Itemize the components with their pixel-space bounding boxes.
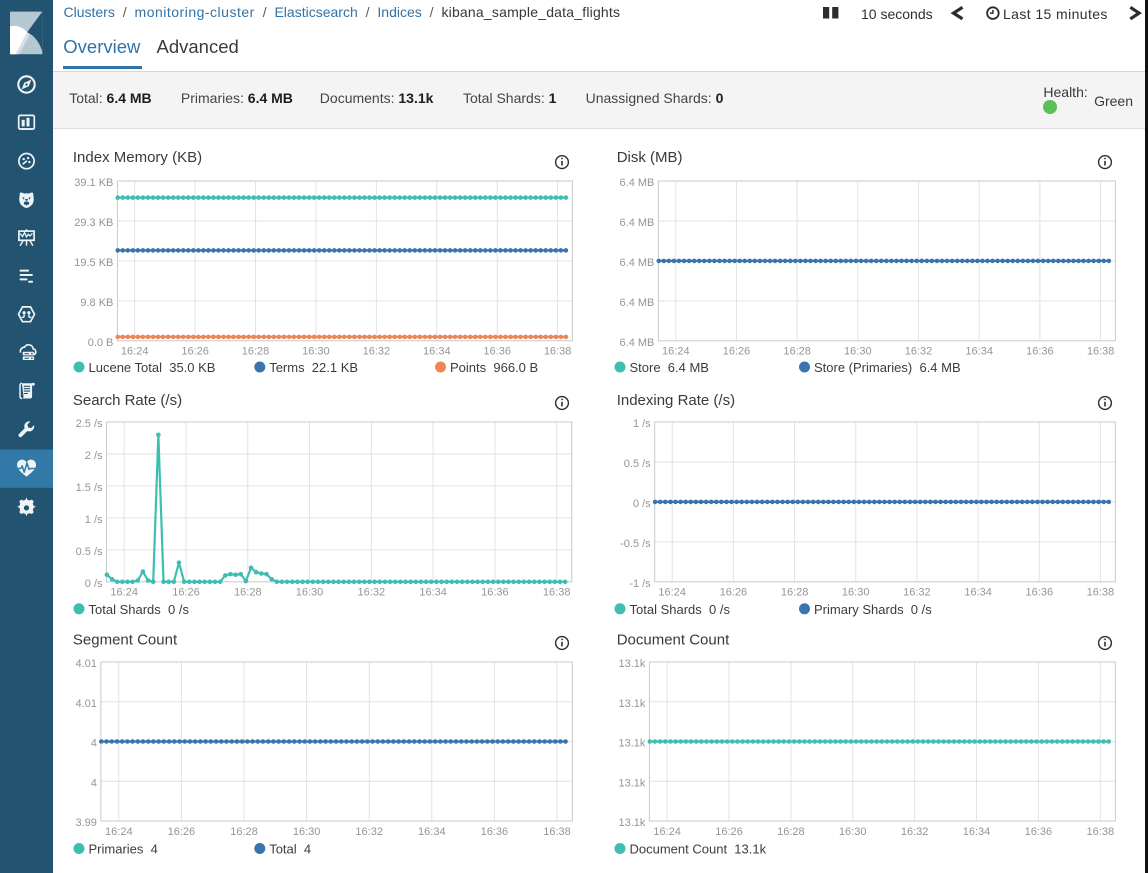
- svg-text:16:34: 16:34: [963, 826, 991, 838]
- svg-text:16:26: 16:26: [723, 345, 751, 357]
- svg-text:13.1k: 13.1k: [618, 817, 645, 829]
- svg-text:16:32: 16:32: [901, 826, 929, 838]
- svg-text:16:24: 16:24: [658, 586, 686, 598]
- svg-text:16:24: 16:24: [121, 345, 149, 357]
- svg-text:0.0 B: 0.0 B: [88, 337, 114, 349]
- svg-text:16:36: 16:36: [481, 586, 509, 598]
- svg-text:Document Count: Document Count: [617, 632, 730, 649]
- svg-text:16:32: 16:32: [358, 586, 386, 598]
- svg-text:16:30: 16:30: [293, 826, 321, 838]
- svg-text:16:28: 16:28: [234, 586, 262, 598]
- svg-text:16:24: 16:24: [110, 586, 138, 598]
- svg-text:Primaries 4: Primaries 4: [89, 842, 158, 857]
- svg-text:16:34: 16:34: [423, 345, 451, 357]
- svg-text:16:34: 16:34: [964, 586, 992, 598]
- svg-text:Total Shards 0 /s: Total Shards 0 /s: [89, 602, 190, 617]
- svg-text:16:28: 16:28: [781, 586, 809, 598]
- svg-text:3.99: 3.99: [75, 817, 96, 829]
- svg-text:13.1k: 13.1k: [618, 777, 645, 789]
- svg-text:6.4 MB: 6.4 MB: [620, 217, 655, 229]
- svg-text:16:26: 16:26: [168, 826, 196, 838]
- svg-text:16:36: 16:36: [1026, 586, 1054, 598]
- svg-text:0.5 /s: 0.5 /s: [76, 546, 103, 558]
- svg-text:16:36: 16:36: [481, 826, 509, 838]
- svg-text:Store (Primaries) 6.4 MB: Store (Primaries) 6.4 MB: [814, 360, 961, 375]
- svg-text:16:36: 16:36: [483, 345, 511, 357]
- svg-text:16:36: 16:36: [1025, 826, 1053, 838]
- svg-text:16:32: 16:32: [355, 826, 383, 838]
- svg-text:16:34: 16:34: [418, 826, 446, 838]
- svg-text:16:24: 16:24: [653, 826, 681, 838]
- svg-text:16:34: 16:34: [419, 586, 447, 598]
- svg-text:6.4 MB: 6.4 MB: [620, 177, 655, 189]
- svg-text:13.1k: 13.1k: [618, 738, 645, 750]
- svg-text:Disk (MB): Disk (MB): [617, 149, 683, 166]
- svg-text:16:36: 16:36: [1026, 345, 1054, 357]
- svg-text:4: 4: [91, 777, 97, 789]
- svg-text:-0.5 /s: -0.5 /s: [620, 538, 651, 550]
- svg-text:4: 4: [91, 738, 97, 750]
- svg-text:16:24: 16:24: [105, 826, 133, 838]
- svg-text:16:38: 16:38: [1087, 826, 1115, 838]
- svg-text:Segment Count: Segment Count: [73, 632, 178, 649]
- svg-text:16:34: 16:34: [965, 345, 993, 357]
- svg-text:19.5 KB: 19.5 KB: [74, 257, 113, 269]
- svg-text:16:28: 16:28: [783, 345, 811, 357]
- svg-text:2 /s: 2 /s: [85, 450, 103, 462]
- svg-text:16:38: 16:38: [544, 345, 572, 357]
- svg-text:Indexing Rate (/s): Indexing Rate (/s): [617, 392, 735, 409]
- svg-text:13.1k: 13.1k: [618, 658, 645, 670]
- svg-text:6.4 MB: 6.4 MB: [620, 257, 655, 269]
- svg-text:16:38: 16:38: [1087, 586, 1115, 598]
- svg-text:Primary Shards 0 /s: Primary Shards 0 /s: [814, 602, 932, 617]
- svg-text:1 /s: 1 /s: [85, 514, 103, 526]
- svg-text:16:26: 16:26: [720, 586, 748, 598]
- svg-text:29.3 KB: 29.3 KB: [74, 217, 113, 229]
- svg-text:16:28: 16:28: [777, 826, 805, 838]
- svg-text:16:30: 16:30: [839, 826, 867, 838]
- svg-text:16:38: 16:38: [543, 826, 571, 838]
- svg-text:0 /s: 0 /s: [85, 578, 103, 590]
- svg-text:Lucene Total 35.0 KB: Lucene Total 35.0 KB: [89, 360, 216, 375]
- svg-text:-1 /s: -1 /s: [629, 578, 651, 590]
- svg-text:16:30: 16:30: [302, 345, 330, 357]
- svg-text:0.5 /s: 0.5 /s: [624, 458, 651, 470]
- svg-text:4.01: 4.01: [75, 698, 96, 710]
- svg-text:4.01: 4.01: [75, 658, 96, 670]
- svg-text:16:30: 16:30: [842, 586, 870, 598]
- svg-text:16:30: 16:30: [844, 345, 872, 357]
- svg-text:16:38: 16:38: [1087, 345, 1115, 357]
- svg-text:Search Rate (/s): Search Rate (/s): [73, 392, 182, 409]
- svg-text:16:32: 16:32: [903, 586, 931, 598]
- svg-text:6.4 MB: 6.4 MB: [620, 297, 655, 309]
- svg-text:39.1 KB: 39.1 KB: [74, 177, 113, 189]
- svg-text:2.5 /s: 2.5 /s: [76, 418, 103, 430]
- svg-text:9.8 KB: 9.8 KB: [80, 297, 113, 309]
- svg-text:6.4 MB: 6.4 MB: [620, 337, 655, 349]
- svg-text:Document Count 13.1k: Document Count 13.1k: [630, 842, 767, 857]
- svg-text:16:28: 16:28: [242, 345, 270, 357]
- svg-text:Terms 22.1 KB: Terms 22.1 KB: [269, 360, 358, 375]
- svg-text:Total Shards 0 /s: Total Shards 0 /s: [630, 602, 731, 617]
- svg-text:Total 4: Total 4: [269, 842, 311, 857]
- svg-text:Store 6.4 MB: Store 6.4 MB: [630, 360, 709, 375]
- svg-text:16:38: 16:38: [543, 586, 571, 598]
- svg-text:16:32: 16:32: [363, 345, 391, 357]
- svg-text:Points 966.0 B: Points 966.0 B: [450, 360, 538, 375]
- svg-text:13.1k: 13.1k: [618, 698, 645, 710]
- svg-text:16:26: 16:26: [172, 586, 200, 598]
- svg-text:16:26: 16:26: [181, 345, 209, 357]
- svg-text:16:24: 16:24: [662, 345, 690, 357]
- svg-text:0 /s: 0 /s: [633, 498, 651, 510]
- svg-text:1 /s: 1 /s: [633, 418, 651, 430]
- svg-text:16:30: 16:30: [296, 586, 324, 598]
- svg-text:1.5 /s: 1.5 /s: [76, 482, 103, 494]
- svg-text:16:26: 16:26: [715, 826, 743, 838]
- svg-text:Index Memory (KB): Index Memory (KB): [73, 149, 202, 166]
- svg-text:16:28: 16:28: [230, 826, 258, 838]
- svg-text:16:32: 16:32: [905, 345, 933, 357]
